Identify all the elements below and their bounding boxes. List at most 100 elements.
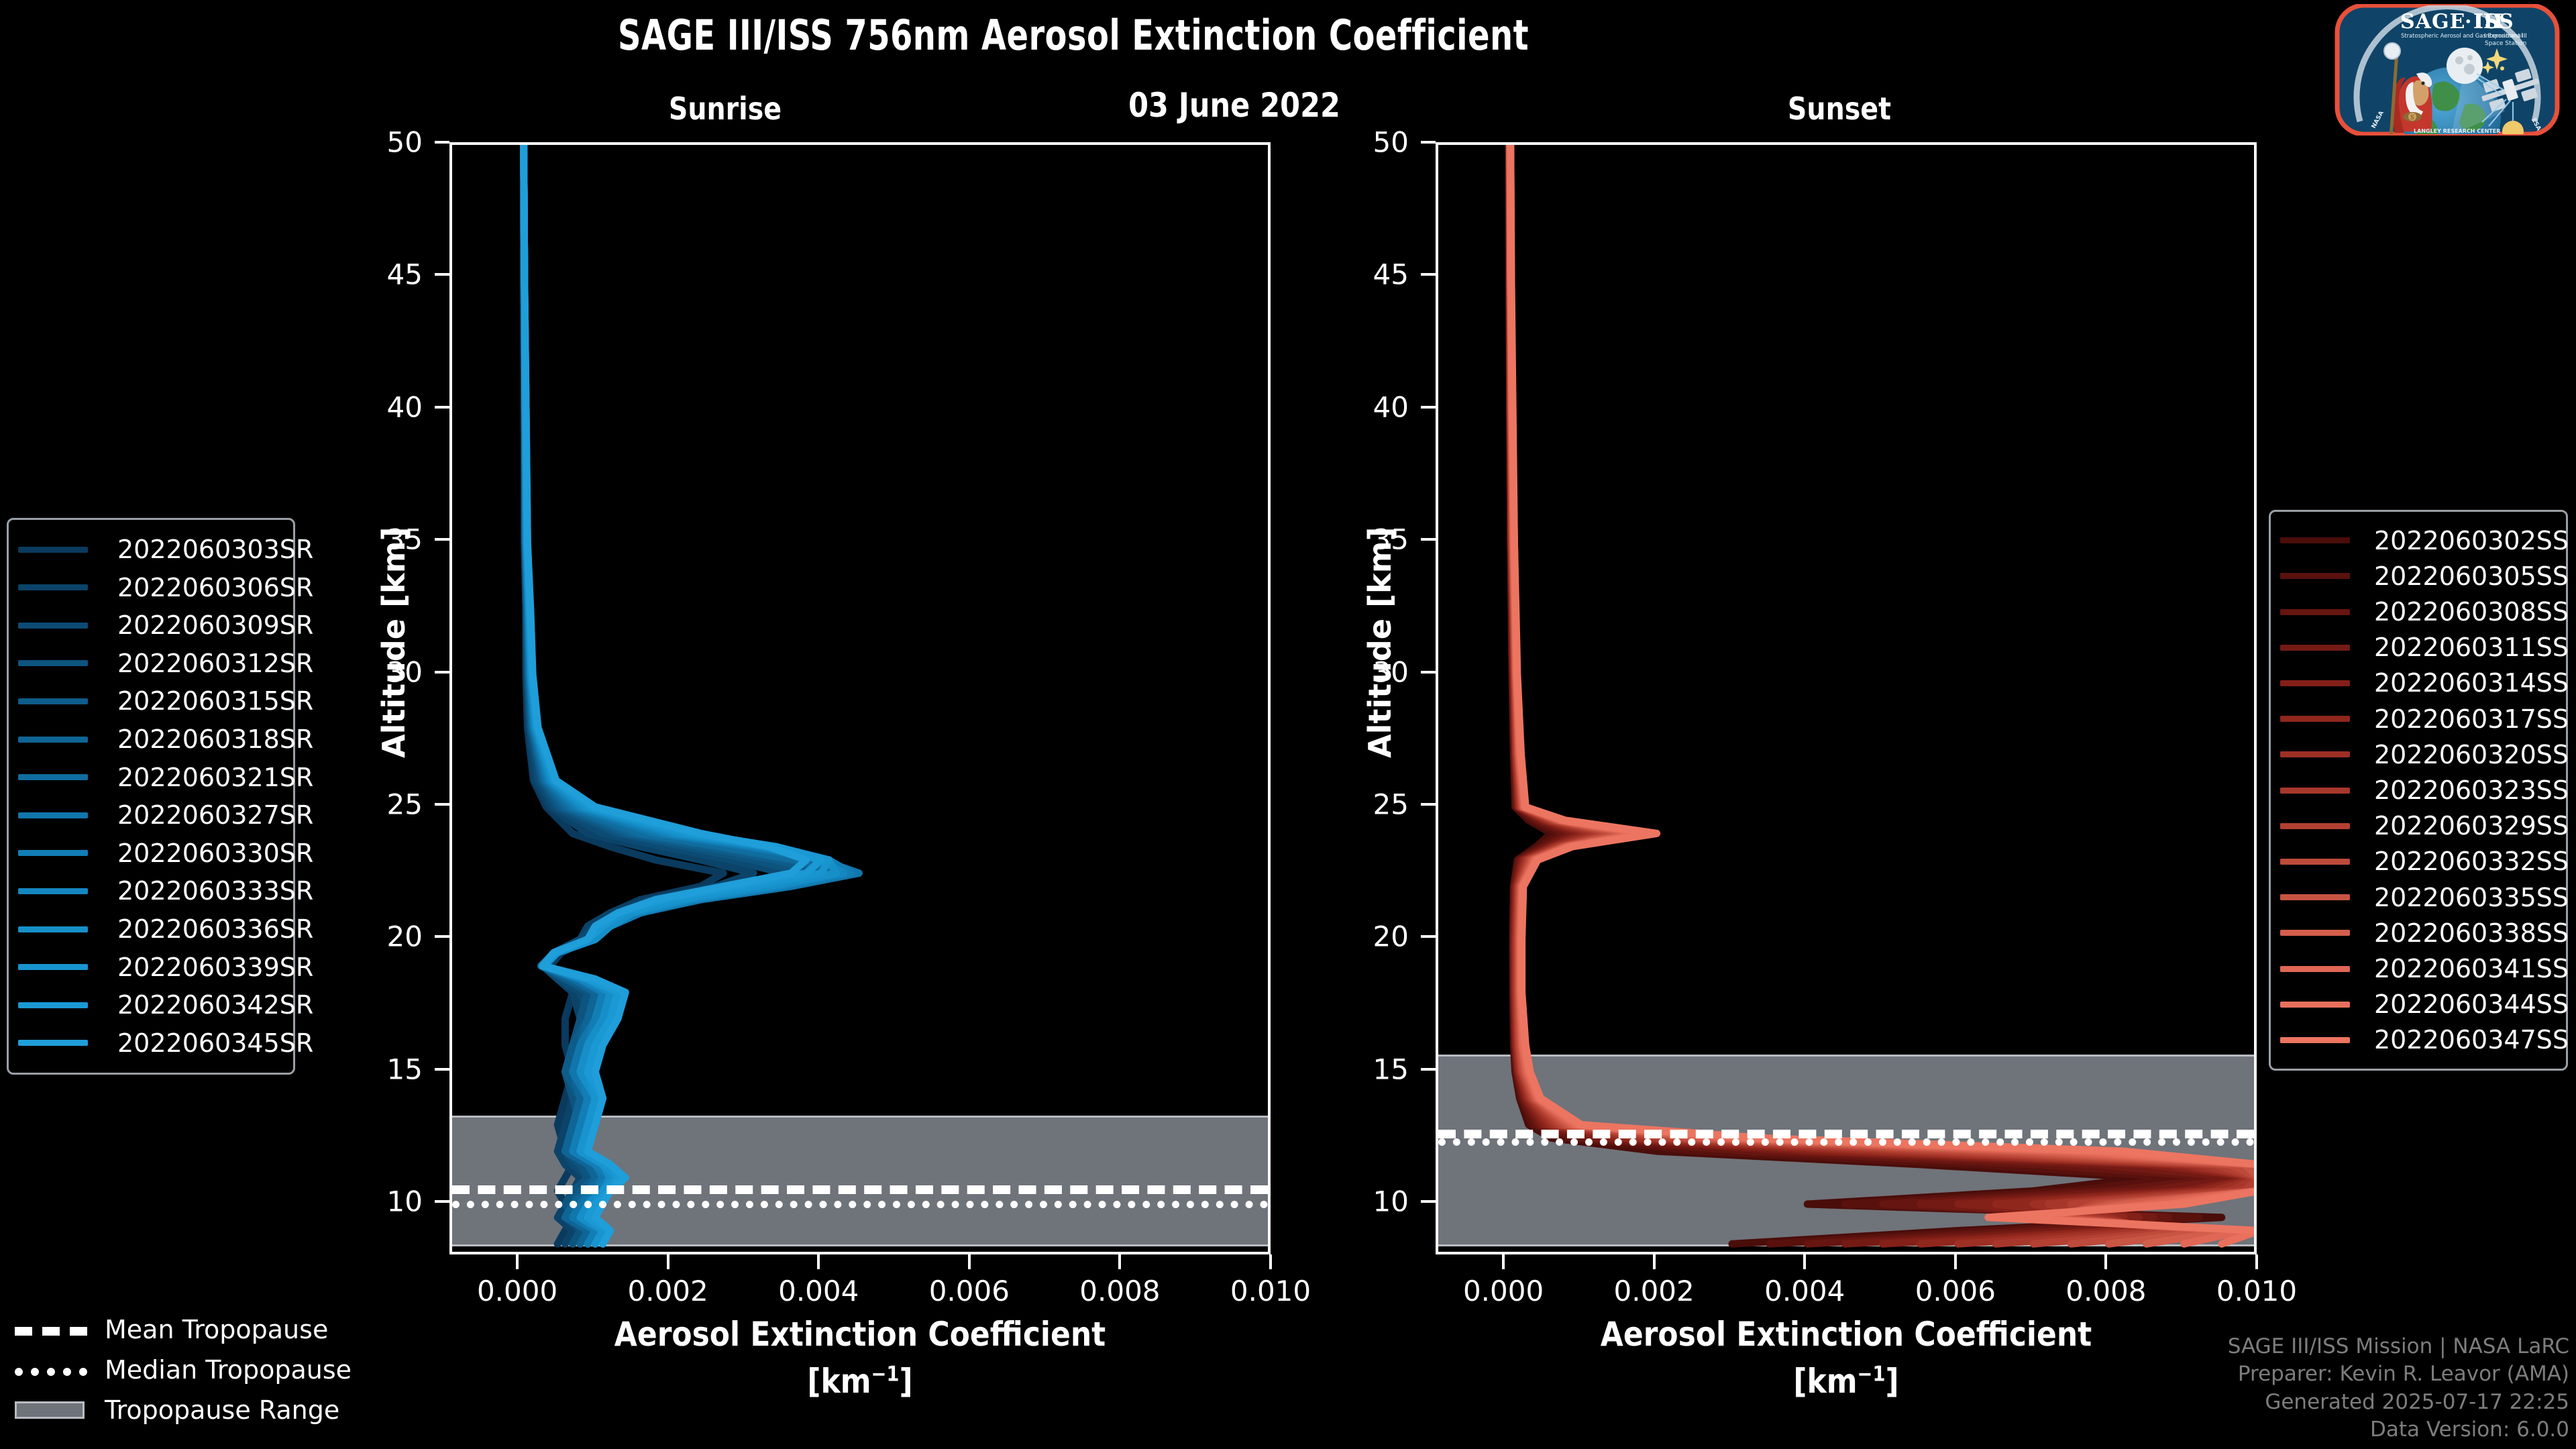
- legend-label: 2022060314SS: [2374, 668, 2569, 698]
- tropopause-legend-label: Tropopause Range: [105, 1395, 340, 1425]
- x-tick: [2255, 1254, 2258, 1269]
- legend-sunset-item[interactable]: 2022060308SS: [2280, 594, 2569, 629]
- x-tick: [2104, 1254, 2108, 1269]
- legend-sunset[interactable]: 2022060302SS 2022060305SS 2022060308SS 2022…: [2269, 510, 2569, 1071]
- y-tick: [1421, 273, 1436, 276]
- y-tick: [1421, 1200, 1436, 1203]
- plot-area-sunset: [1438, 145, 2254, 1252]
- legend-label: 2022060330SR: [117, 838, 314, 868]
- legend-sunset-item[interactable]: 2022060332SS: [2280, 844, 2569, 879]
- legend-color-swatch: [18, 774, 88, 781]
- dashed-line-icon: [15, 1320, 87, 1340]
- y-tick: [435, 538, 449, 541]
- x-tick-label: 0.008: [1079, 1275, 1161, 1307]
- series-line: [1507, 145, 2254, 1234]
- legend-sunset-item[interactable]: 2022060317SS: [2280, 701, 2569, 737]
- legend-sunrise-item[interactable]: 2022060312SR: [18, 645, 313, 682]
- unit-exp-sr: −1: [871, 1362, 900, 1387]
- legend-sunset-item[interactable]: 2022060344SS: [2280, 987, 2569, 1022]
- legend-label: 2022060312SR: [117, 648, 314, 678]
- legend-color-swatch: [2280, 822, 2350, 829]
- x-tick: [1502, 1254, 1505, 1269]
- legend-sunrise-item[interactable]: 2022060342SR: [18, 986, 313, 1024]
- legend-sunrise-item[interactable]: 2022060327SR: [18, 796, 313, 834]
- legend-color-swatch: [2280, 644, 2350, 651]
- svg-text:S: S: [2410, 115, 2414, 121]
- x-tick-label: 0.002: [627, 1275, 708, 1307]
- series-line: [1505, 145, 2203, 1248]
- legend-sunrise[interactable]: 2022060303SR 2022060306SR 2022060309SR 2022…: [7, 518, 313, 1075]
- x-axis-label-sunrise: Aerosol Extinction Coefficient: [614, 1315, 1106, 1354]
- legend-sunrise-item[interactable]: 2022060321SR: [18, 759, 313, 796]
- legend-label: 2022060344SS: [2374, 989, 2569, 1020]
- legend-sunrise-item[interactable]: 2022060309SR: [18, 606, 313, 644]
- legend-sunset-item[interactable]: 2022060341SS: [2280, 951, 2569, 986]
- legend-sunset-item[interactable]: 2022060305SS: [2280, 558, 2569, 594]
- y-tick: [1421, 935, 1436, 938]
- legend-label: 2022060347SS: [2374, 1025, 2569, 1055]
- legend-label: 2022060318SR: [117, 724, 314, 755]
- series-lines: [520, 145, 863, 1248]
- tropopause-legend-item[interactable]: Tropopause Range: [15, 1390, 352, 1430]
- series-line: [1506, 145, 2254, 1248]
- legend-sunrise-item[interactable]: 2022060330SR: [18, 835, 313, 872]
- legend-sunrise-item[interactable]: 2022060336SR: [18, 910, 313, 948]
- legend-color-swatch: [2280, 965, 2350, 972]
- legend-sunset-item[interactable]: 2022060329SS: [2280, 808, 2569, 844]
- legend-label: 2022060311SS: [2374, 633, 2569, 663]
- plot-sunset: [1436, 142, 2257, 1254]
- y-tick-label: 25: [1373, 788, 1409, 821]
- series-line: [1506, 145, 2254, 1248]
- legend-sunrise-item[interactable]: 2022060345SR: [18, 1024, 313, 1062]
- legend-tropopause: Mean Tropopause Median Tropopause Tropopau…: [15, 1309, 352, 1430]
- tropopause-legend-item[interactable]: Median Tropopause: [15, 1350, 352, 1390]
- legend-label: 2022060335SS: [2374, 882, 2569, 912]
- x-tick-label: 0.004: [1764, 1275, 1845, 1307]
- legend-label: 2022060332SS: [2374, 847, 2569, 877]
- legend-sunset-item[interactable]: 2022060314SS: [2280, 665, 2569, 701]
- panel-title-sunrise: Sunrise: [668, 91, 782, 127]
- legend-sunrise-item[interactable]: 2022060318SR: [18, 720, 313, 758]
- legend-sunset-item[interactable]: 2022060320SS: [2280, 737, 2569, 772]
- svg-text:Space Station: Space Station: [2485, 40, 2526, 47]
- legend-sunset-item[interactable]: 2022060323SS: [2280, 772, 2569, 808]
- legend-sunset-item[interactable]: 2022060302SS: [2280, 523, 2569, 558]
- legend-sunrise-item[interactable]: 2022060339SR: [18, 949, 313, 986]
- panel-title-sunset: Sunset: [1787, 91, 1892, 127]
- legend-label: 2022060317SS: [2374, 704, 2569, 734]
- legend-label: 2022060327SR: [117, 800, 314, 830]
- legend-color-swatch: [2280, 608, 2350, 615]
- legend-label: 2022060341SS: [2374, 954, 2569, 984]
- x-tick-label: 0.008: [2065, 1275, 2147, 1307]
- x-tick: [1118, 1254, 1122, 1269]
- footer-line: SAGE III/ISS Mission | NASA LaRC: [2227, 1334, 2569, 1359]
- legend-sunset-item[interactable]: 2022060335SS: [2280, 879, 2569, 915]
- legend-color-swatch: [2280, 680, 2350, 686]
- legend-color-swatch: [18, 926, 88, 932]
- y-tick: [435, 670, 449, 674]
- legend-sunset-item[interactable]: 2022060338SS: [2280, 915, 2569, 951]
- legend-color-swatch: [18, 1002, 88, 1008]
- legend-sunset-item[interactable]: 2022060311SS: [2280, 630, 2569, 665]
- legend-color-swatch: [18, 622, 88, 629]
- legend-sunrise-item[interactable]: 2022060303SR: [18, 531, 313, 568]
- y-tick: [1421, 670, 1436, 674]
- tropopause-legend-item[interactable]: Mean Tropopause: [15, 1309, 352, 1350]
- legend-label: 2022060315SR: [117, 686, 314, 716]
- legend-label: 2022060342SR: [117, 990, 314, 1020]
- legend-sunset-item[interactable]: 2022060347SS: [2280, 1022, 2569, 1058]
- series-line: [520, 145, 863, 1248]
- y-tick: [1421, 802, 1436, 806]
- dotted-line-icon: [15, 1360, 87, 1380]
- x-tick: [1652, 1254, 1656, 1269]
- legend-sunrise-item[interactable]: 2022060315SR: [18, 682, 313, 720]
- legend-sunrise-item[interactable]: 2022060306SR: [18, 569, 313, 606]
- legend-color-swatch: [18, 964, 88, 971]
- svg-text:SAGE III: SAGE III: [2400, 10, 2504, 34]
- date-subtitle: 03 June 2022: [1128, 86, 1340, 125]
- legend-color-swatch: [2280, 787, 2350, 794]
- x-tick-label: 0.006: [1915, 1275, 1996, 1307]
- legend-sunrise-item[interactable]: 2022060333SR: [18, 872, 313, 910]
- median-tropopause-line: [1438, 1138, 2254, 1146]
- legend-label: 2022060336SR: [117, 914, 314, 945]
